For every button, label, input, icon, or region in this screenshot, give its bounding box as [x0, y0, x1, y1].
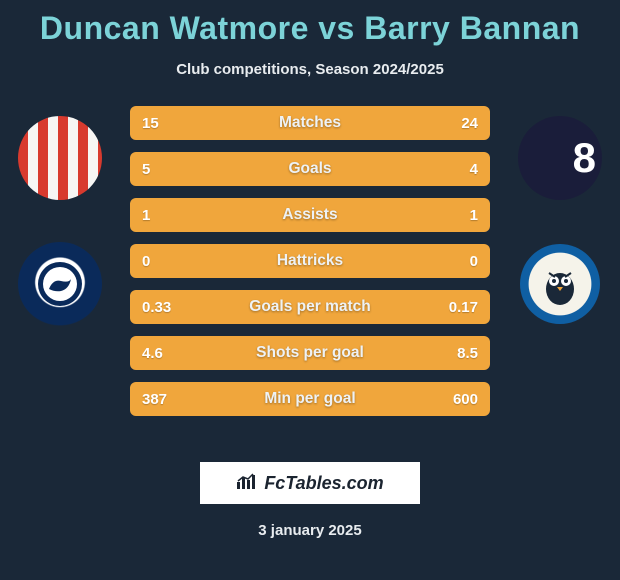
stat-right-value: 600 [453, 391, 478, 408]
stat-row: 5 Goals 4 [130, 152, 490, 186]
club-left-badge [18, 242, 102, 326]
stat-left-value: 15 [142, 115, 159, 132]
page-title: Duncan Watmore vs Barry Bannan [0, 0, 620, 47]
brand-logo: FcTables.com [200, 462, 420, 504]
stat-right-value: 0 [470, 253, 478, 270]
stat-right-value: 8.5 [457, 345, 478, 362]
stat-label: Hattricks [130, 252, 490, 270]
brand-text: FcTables.com [264, 473, 383, 494]
stats-list: 15 Matches 24 5 Goals 4 1 Assists 1 0 Ha… [130, 106, 490, 428]
stat-right-value: 24 [461, 115, 478, 132]
stat-right-value: 1 [470, 207, 478, 224]
club-right-badge [518, 242, 602, 326]
subtitle: Club competitions, Season 2024/2025 [0, 61, 620, 78]
stat-label: Assists [130, 206, 490, 224]
stat-left-value: 0.33 [142, 299, 171, 316]
stat-left-value: 4.6 [142, 345, 163, 362]
stat-row: 4.6 Shots per goal 8.5 [130, 336, 490, 370]
stat-right-value: 4 [470, 161, 478, 178]
player-right-avatar: 8 [518, 116, 602, 200]
date-label: 3 january 2025 [0, 522, 620, 539]
stat-row: 0 Hattricks 0 [130, 244, 490, 278]
stat-left-value: 1 [142, 207, 150, 224]
stat-right-value: 0.17 [449, 299, 478, 316]
player-left-shirt [18, 116, 102, 200]
stat-left-value: 387 [142, 391, 167, 408]
comparison-panel: 8 15 Matches 24 5 [0, 106, 620, 446]
player-left-avatar [18, 116, 102, 200]
lion-icon [35, 259, 85, 309]
owl-icon [533, 257, 587, 311]
player-right-shirt: 8 [518, 116, 602, 200]
stat-label: Shots per goal [130, 344, 490, 362]
player-right-number: 8 [573, 134, 596, 182]
stat-label: Min per goal [130, 390, 490, 408]
stat-row: 1 Assists 1 [130, 198, 490, 232]
stat-left-value: 0 [142, 253, 150, 270]
stat-label: Matches [130, 114, 490, 132]
stat-row: 387 Min per goal 600 [130, 382, 490, 416]
stat-row: 15 Matches 24 [130, 106, 490, 140]
stat-row: 0.33 Goals per match 0.17 [130, 290, 490, 324]
stat-label: Goals [130, 160, 490, 178]
stat-left-value: 5 [142, 161, 150, 178]
stat-label: Goals per match [130, 298, 490, 316]
chart-icon [236, 472, 258, 495]
